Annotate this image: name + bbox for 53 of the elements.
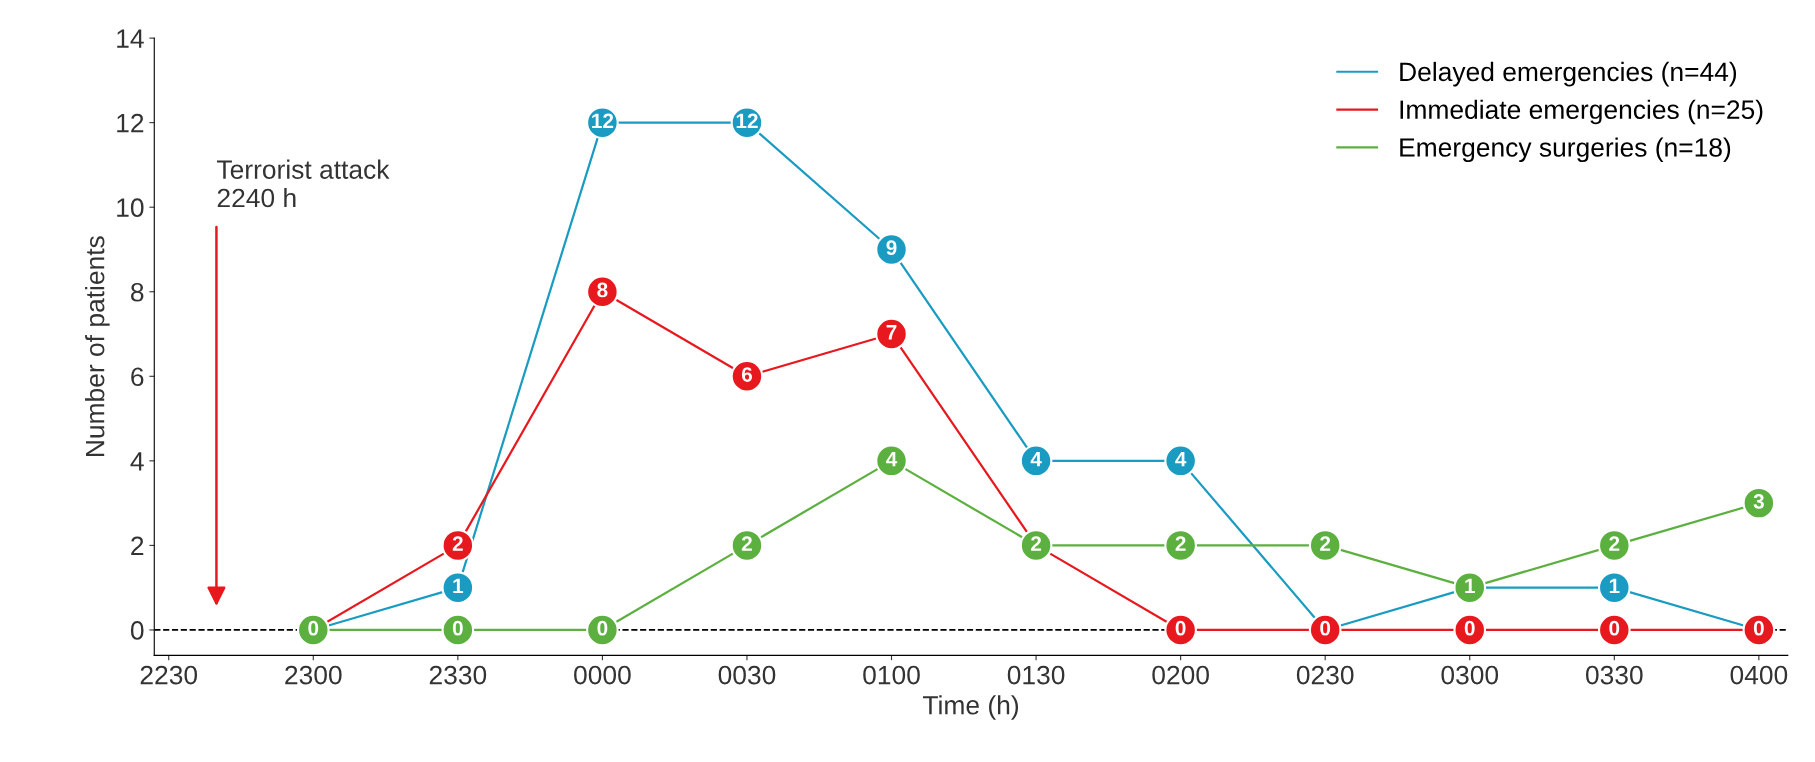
annotation: Terrorist attack 2240 h: [217, 159, 390, 208]
x-tick-label: 2300: [285, 665, 342, 685]
data-label: 4: [1175, 451, 1187, 467]
y-tick-label: 4: [130, 452, 144, 471]
data-label: 2: [741, 536, 752, 551]
data-label: 9: [886, 240, 897, 256]
x-tick-label: 2230: [140, 665, 198, 685]
data-label: 6: [741, 367, 752, 382]
data-label: 12: [736, 113, 758, 129]
data-label: 0: [308, 620, 319, 636]
data-label: 2: [1175, 536, 1186, 551]
x-tick-label: 0400: [1730, 665, 1788, 685]
data-label: 8: [597, 282, 608, 298]
data-label: 0: [597, 620, 608, 636]
data-label: 0: [1464, 620, 1475, 636]
data-label: 4: [1030, 451, 1042, 467]
data-label: 0: [1175, 620, 1186, 636]
data-label: 4: [886, 451, 898, 467]
x-tick-label: 0030: [718, 665, 776, 685]
y-tick-label: 2: [131, 536, 144, 555]
x-axis-title: Time (h): [923, 695, 1019, 720]
legend-label: Immediate emergencies (n=25): [1400, 99, 1763, 125]
y-tick-label: 10: [117, 198, 144, 218]
y-tick-label: 14: [117, 29, 144, 48]
x-tick-label: 2330: [429, 665, 487, 685]
data-label: 2: [452, 536, 463, 551]
y-tick-label: 6: [131, 367, 144, 387]
data-label: 12: [592, 113, 614, 129]
y-axis-title: Number of patients: [85, 236, 110, 457]
x-tick-label: 0000: [574, 665, 631, 685]
data-label: 1: [1609, 578, 1620, 594]
legend-label: Emergency surgeries (n=18): [1400, 137, 1731, 163]
x-tick-label: 0230: [1296, 665, 1354, 685]
y-tick-label: 12: [117, 113, 144, 133]
data-label: 1: [453, 578, 464, 594]
data-label: 0: [1320, 620, 1331, 636]
x-tick-label: 0200: [1152, 665, 1209, 685]
y-tick-label: 8: [131, 282, 144, 302]
x-tick-label: 0330: [1585, 665, 1643, 685]
data-label: 2: [1609, 536, 1620, 551]
y-tick-label: 0: [130, 621, 144, 640]
data-label: 0: [1753, 620, 1764, 636]
data-label: 0: [1609, 620, 1620, 636]
x-tick-label: 0300: [1441, 665, 1499, 685]
data-label: 2: [1031, 536, 1042, 551]
data-label: 3: [1753, 493, 1764, 509]
data-label: 0: [452, 620, 463, 636]
data-label: 1: [1465, 578, 1475, 594]
data-label: 7: [886, 325, 897, 340]
x-tick-label: 0100: [863, 665, 920, 685]
legend-label: Delayed emergencies (n=44): [1400, 61, 1737, 87]
data-label: 2: [1320, 536, 1331, 551]
x-tick-label: 0130: [1007, 665, 1065, 685]
